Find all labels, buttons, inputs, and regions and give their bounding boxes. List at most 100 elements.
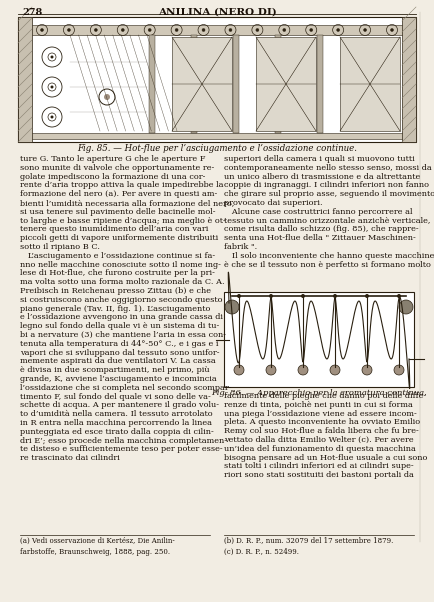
Text: bienti l’umidità necessaria alla formazione del nero,: bienti l’umidità necessaria alla formazi… xyxy=(20,199,234,207)
Text: L’asciugamento e l’ossidazione continue si fa-: L’asciugamento e l’ossidazione continue … xyxy=(20,252,215,260)
Text: renze di tinta, poichè nei punti in cui si forma: renze di tinta, poichè nei punti in cui … xyxy=(224,401,413,409)
Bar xyxy=(32,133,402,139)
Text: contemporaneamente nello stesso senso, mossi da: contemporaneamente nello stesso senso, m… xyxy=(224,164,432,172)
Text: Remy col suo Hot-flue a falda libera che fu bre-: Remy col suo Hot-flue a falda libera che… xyxy=(224,427,419,435)
Text: pleta. A questo inconveniente ha ovviato Emilio: pleta. A questo inconveniente ha ovviato… xyxy=(224,418,420,426)
Circle shape xyxy=(333,294,337,298)
Circle shape xyxy=(391,28,394,31)
Bar xyxy=(224,292,414,387)
Text: un’idea del funzionamento di questa macchina: un’idea del funzionamento di questa macc… xyxy=(224,445,416,453)
Circle shape xyxy=(50,116,53,119)
Text: te disteso e sufficientemente teso per poter esse-: te disteso e sufficientemente teso per p… xyxy=(20,445,223,453)
Bar xyxy=(224,292,414,387)
Bar xyxy=(18,17,416,142)
Text: è che se il tessuto non è perfetto si formano molto: è che se il tessuto non è perfetto si fo… xyxy=(224,261,431,268)
Text: l’ossidazione che si completa nel secondo scompar-: l’ossidazione che si completa nel second… xyxy=(20,384,231,392)
Text: schette di acqua. A per mantenere il grado volu-: schette di acqua. A per mantenere il gra… xyxy=(20,402,219,409)
Text: che girare sul proprio asse, seguendo il movimento: che girare sul proprio asse, seguendo il… xyxy=(224,190,434,198)
Bar xyxy=(172,37,232,131)
Text: sotto il ripiano B C.: sotto il ripiano B C. xyxy=(20,243,100,251)
Circle shape xyxy=(365,294,369,298)
Text: legno sul fondo della quale vi è un sistema di tu-: legno sul fondo della quale vi è un sist… xyxy=(20,322,219,330)
Circle shape xyxy=(121,28,124,31)
Bar xyxy=(191,35,197,133)
Circle shape xyxy=(50,85,53,88)
Text: Preibisch in Reichenau presso Zittau (b) e che: Preibisch in Reichenau presso Zittau (b)… xyxy=(20,287,211,295)
Text: lese di Hot-flue, che furono costruite per la pri-: lese di Hot-flue, che furono costruite p… xyxy=(20,270,215,278)
Text: punteggiata ed esce tirato dalla coppia di cilin-: punteggiata ed esce tirato dalla coppia … xyxy=(20,428,214,436)
Text: bisogna pensare ad un Hot-flue usuale a cui sono: bisogna pensare ad un Hot-flue usuale a … xyxy=(224,453,427,462)
Circle shape xyxy=(40,28,43,31)
Circle shape xyxy=(237,294,241,298)
Text: si usa tenere sul pavimento delle bacinelle mol-: si usa tenere sul pavimento delle bacine… xyxy=(20,208,216,216)
Circle shape xyxy=(67,28,70,31)
Text: Fig. 86. — Apparecchio per la cromatura continua.: Fig. 86. — Apparecchio per la cromatura … xyxy=(211,389,427,397)
Text: è divisa in due scompartimenti, nel primo, più: è divisa in due scompartimenti, nel prim… xyxy=(20,366,210,374)
Text: un unico albero di trasmissione e da altrettante: un unico albero di trasmissione e da alt… xyxy=(224,173,420,181)
Text: tessuto un cammino orizzontale anzichè verticale,: tessuto un cammino orizzontale anzichè v… xyxy=(224,217,431,225)
Text: si costruiscono anche oggigiorno secondo questo: si costruiscono anche oggigiorno secondo… xyxy=(20,296,223,304)
Bar xyxy=(317,35,323,133)
Circle shape xyxy=(330,365,340,375)
Text: come risulta dallo schizzo (fig. 85), che rappre-: come risulta dallo schizzo (fig. 85), ch… xyxy=(224,225,419,234)
Circle shape xyxy=(266,365,276,375)
Text: Il solo inconveniente che hanno queste macchine: Il solo inconveniente che hanno queste m… xyxy=(224,252,434,260)
Text: grande, K, avviene l’asciugamento e incomincia: grande, K, avviene l’asciugamento e inco… xyxy=(20,375,217,383)
Bar xyxy=(18,17,32,142)
Text: tenere questo inumidimento dell’aria con vari: tenere questo inumidimento dell’aria con… xyxy=(20,225,208,234)
Text: rente d’aria troppo attiva la quale impedirebbe la: rente d’aria troppo attiva la quale impe… xyxy=(20,181,224,190)
Circle shape xyxy=(283,28,286,31)
Bar xyxy=(32,25,402,35)
Text: sono munite di valvole che opportunamente re-: sono munite di valvole che opportunament… xyxy=(20,164,214,172)
Text: 278: 278 xyxy=(22,8,42,17)
Circle shape xyxy=(301,294,305,298)
Circle shape xyxy=(397,294,401,298)
Text: piano generale (Tav. II, fig. 1). L’asciugamento: piano generale (Tav. II, fig. 1). L’asci… xyxy=(20,305,210,312)
Circle shape xyxy=(225,300,239,314)
Text: fabrik ".: fabrik ". xyxy=(224,243,257,251)
Circle shape xyxy=(94,28,97,31)
Bar xyxy=(149,35,155,133)
Text: nno nelle macchine conosciute sotto il nome ing-: nno nelle macchine conosciute sotto il n… xyxy=(20,261,221,268)
Text: ture G. Tanto le aperture G che le aperture F: ture G. Tanto le aperture G che le apert… xyxy=(20,155,206,163)
Bar xyxy=(402,17,416,142)
Text: to larghe e basse ripiene d’acqua; ma meglio è ot-: to larghe e basse ripiene d’acqua; ma me… xyxy=(20,217,226,225)
Text: ANILINA (NERO DI): ANILINA (NERO DI) xyxy=(158,8,276,17)
Text: (a) Vedi osservazione di Kertész, Die Anilin-
farbstoffe, Braunschweig, 1888, pa: (a) Vedi osservazione di Kertész, Die An… xyxy=(20,537,175,556)
Circle shape xyxy=(298,365,308,375)
Text: facilmente delle pieghe che dànno poi delle diffe-: facilmente delle pieghe che dànno poi de… xyxy=(224,392,426,400)
Circle shape xyxy=(310,28,313,31)
Circle shape xyxy=(394,365,404,375)
Text: stati tolti i cilindri inferiori ed ai cilindri supe-: stati tolti i cilindri inferiori ed ai c… xyxy=(224,462,414,470)
Circle shape xyxy=(269,294,273,298)
Circle shape xyxy=(104,94,110,100)
Circle shape xyxy=(256,28,259,31)
Circle shape xyxy=(364,28,367,31)
Text: in R entra nella macchina percorrendo la linea: in R entra nella macchina percorrendo la… xyxy=(20,419,212,427)
Text: una piega l’ossidazione viene ad essere incom-: una piega l’ossidazione viene ad essere … xyxy=(224,409,417,418)
Text: bi a nervature (3) che mantiene l’aria in essa con-: bi a nervature (3) che mantiene l’aria i… xyxy=(20,331,226,339)
Circle shape xyxy=(202,28,205,31)
Text: ma volta sotto una forma molto razionale da C. A.: ma volta sotto una forma molto razionale… xyxy=(20,278,225,286)
Text: dri E’; esso procede nella macchina completamen-: dri E’; esso procede nella macchina comp… xyxy=(20,436,227,445)
Text: golate impediscono la formazione di una cor-: golate impediscono la formazione di una … xyxy=(20,173,205,181)
Text: timento F, sul fondo del quale vi sono delle va-: timento F, sul fondo del quale vi sono d… xyxy=(20,393,211,400)
Text: coppie di ingranaggi. I cilindri inferiori non fanno: coppie di ingranaggi. I cilindri inferio… xyxy=(224,181,429,190)
Text: superiori della camera i quali si muovono tutti: superiori della camera i quali si muovon… xyxy=(224,155,415,163)
Circle shape xyxy=(148,28,151,31)
Text: re trascinato dai cilindri: re trascinato dai cilindri xyxy=(20,454,120,462)
Text: Alcune case costruttrici fanno percorrere al: Alcune case costruttrici fanno percorrer… xyxy=(224,208,412,216)
Circle shape xyxy=(175,28,178,31)
Text: (b) D. R. P., num. 32079 del 17 settembre 1879.
(c) D. R. P., n. 52499.: (b) D. R. P., num. 32079 del 17 settembr… xyxy=(224,537,393,556)
Text: provocato dai superiori.: provocato dai superiori. xyxy=(224,199,322,207)
Text: Fig. 85. — Hot-flue per l’asciugamento e l’ossidazione continue.: Fig. 85. — Hot-flue per l’asciugamento e… xyxy=(77,144,357,153)
Text: riori sono stati sostituiti dei bastoni portali da: riori sono stati sostituiti dei bastoni … xyxy=(224,471,414,479)
Text: to d’umidità nella camera. Il tessuto arrotolato: to d’umidità nella camera. Il tessuto ar… xyxy=(20,410,213,418)
Circle shape xyxy=(337,28,340,31)
Text: tenuta alla temperatura di 44°-50° C., e i gas e i: tenuta alla temperatura di 44°-50° C., e… xyxy=(20,340,218,348)
Bar xyxy=(256,37,316,131)
Circle shape xyxy=(50,55,53,58)
Text: formazione del nero (a). Per avere in questi am-: formazione del nero (a). Per avere in qu… xyxy=(20,190,217,198)
Text: e l’ossidazione avvengono in una grande cassa di: e l’ossidazione avvengono in una grande … xyxy=(20,314,223,321)
Circle shape xyxy=(399,300,413,314)
